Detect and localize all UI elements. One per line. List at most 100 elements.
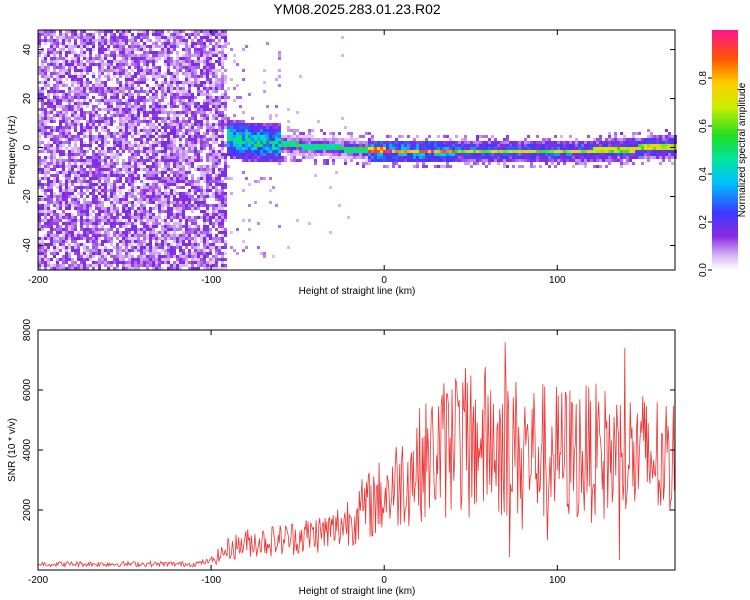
- heatmap-cell: [158, 171, 161, 174]
- heatmap-cell: [533, 159, 536, 162]
- heatmap-cell: [239, 156, 242, 159]
- heatmap-cell: [176, 117, 179, 120]
- heatmap-cell: [80, 126, 83, 129]
- heatmap-cell: [53, 267, 56, 270]
- heatmap-cell: [131, 192, 134, 195]
- heatmap-cell: [44, 81, 47, 84]
- heatmap-cell: [206, 30, 209, 33]
- heatmap-cell: [176, 165, 179, 168]
- heatmap-cell: [89, 201, 92, 204]
- heatmap-cell: [38, 204, 41, 207]
- heatmap-cell: [50, 150, 53, 153]
- heatmap-cell: [149, 120, 152, 123]
- heatmap-cell: [395, 147, 398, 150]
- heatmap-cell: [164, 144, 167, 147]
- heatmap-cell: [236, 141, 239, 144]
- heatmap-cell: [182, 36, 185, 39]
- heatmap-cell: [104, 207, 107, 210]
- heatmap-cell: [236, 123, 239, 126]
- heatmap-cell: [74, 45, 77, 48]
- heatmap-cell: [185, 228, 188, 231]
- heatmap-cell: [218, 237, 221, 240]
- heatmap-cell: [146, 39, 149, 42]
- heatmap-cell: [143, 102, 146, 105]
- heatmap-cell: [317, 153, 320, 156]
- heatmap-cell: [233, 123, 236, 126]
- heatmap-cell: [215, 114, 218, 117]
- heatmap-cell: [323, 159, 326, 162]
- heatmap-cell: [203, 84, 206, 87]
- heatmap-cell: [248, 144, 251, 147]
- heatmap-cell: [263, 144, 266, 147]
- heatmap-cell: [119, 186, 122, 189]
- heatmap-cell: [179, 93, 182, 96]
- heatmap-cell: [80, 213, 83, 216]
- heatmap-cell: [185, 90, 188, 93]
- heatmap-cell: [206, 246, 209, 249]
- heatmap-cell: [242, 123, 245, 126]
- heatmap-cell: [38, 258, 41, 261]
- heatmap-cell: [128, 255, 131, 258]
- heatmap-cell: [80, 174, 83, 177]
- heatmap-cell: [152, 135, 155, 138]
- heatmap-cell: [140, 264, 143, 267]
- heatmap-cell: [38, 126, 41, 129]
- heatmap-cell: [179, 36, 182, 39]
- heatmap-cell: [110, 168, 113, 171]
- heatmap-cell: [56, 66, 59, 69]
- heatmap-cell: [89, 132, 92, 135]
- heatmap-cell: [53, 84, 56, 87]
- heatmap-cell: [143, 108, 146, 111]
- heatmap-cell: [179, 90, 182, 93]
- heatmap-cell: [86, 57, 89, 60]
- heatmap-cell: [275, 129, 278, 132]
- heatmap-cell: [203, 201, 206, 204]
- heatmap-cell: [149, 171, 152, 174]
- heatmap-cell: [77, 237, 80, 240]
- heatmap-cell: [170, 213, 173, 216]
- heatmap-cell: [173, 171, 176, 174]
- heatmap-cell: [263, 153, 266, 156]
- heatmap-cell: [44, 66, 47, 69]
- heatmap-cell: [227, 165, 230, 168]
- heatmap-cell: [152, 186, 155, 189]
- heatmap-cell: [311, 156, 314, 159]
- heatmap-cell: [182, 225, 185, 228]
- heatmap-cell: [41, 51, 44, 54]
- heatmap-cell: [107, 189, 110, 192]
- heatmap-cell: [122, 57, 125, 60]
- heatmap-cell: [113, 114, 116, 117]
- heatmap-cell: [206, 207, 209, 210]
- heatmap-cell: [167, 228, 170, 231]
- heatmap-cell: [398, 159, 401, 162]
- heatmap-cell: [98, 264, 101, 267]
- heatmap-cell: [374, 153, 377, 156]
- heatmap-cell: [107, 129, 110, 132]
- heatmap-cell: [95, 213, 98, 216]
- heatmap-cell: [113, 195, 116, 198]
- heatmap-cell: [149, 105, 152, 108]
- heatmap-cell: [239, 153, 242, 156]
- heatmap-cell: [140, 180, 143, 183]
- heatmap-cell: [287, 108, 290, 111]
- heatmap-cell: [194, 144, 197, 147]
- heatmap-cell: [110, 78, 113, 81]
- heatmap-cell: [263, 156, 266, 159]
- heatmap-cell: [308, 222, 311, 225]
- heatmap-cell: [203, 216, 206, 219]
- heatmap-cell: [203, 225, 206, 228]
- heatmap-cell: [218, 195, 221, 198]
- heatmap-cell: [167, 69, 170, 72]
- heatmap-cell: [356, 153, 359, 156]
- heatmap-cell: [236, 129, 239, 132]
- heatmap-cell: [167, 201, 170, 204]
- heatmap-cell: [269, 150, 272, 153]
- heatmap-cell: [110, 120, 113, 123]
- heatmap-cell: [194, 105, 197, 108]
- heatmap-cell: [164, 183, 167, 186]
- heatmap-cell: [101, 207, 104, 210]
- heatmap-cell: [53, 90, 56, 93]
- heatmap-cell: [209, 153, 212, 156]
- heatmap-cell: [80, 42, 83, 45]
- heatmap-cell: [170, 51, 173, 54]
